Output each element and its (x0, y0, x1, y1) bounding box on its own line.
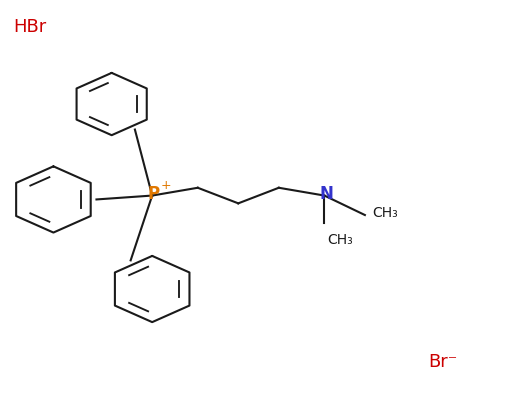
Text: P: P (147, 184, 160, 203)
Text: CH₃: CH₃ (373, 206, 398, 220)
Text: Br⁻: Br⁻ (428, 353, 457, 371)
Text: HBr: HBr (13, 18, 46, 36)
Text: N: N (320, 184, 334, 203)
Text: +: + (161, 179, 172, 192)
Text: CH₃: CH₃ (327, 233, 353, 246)
